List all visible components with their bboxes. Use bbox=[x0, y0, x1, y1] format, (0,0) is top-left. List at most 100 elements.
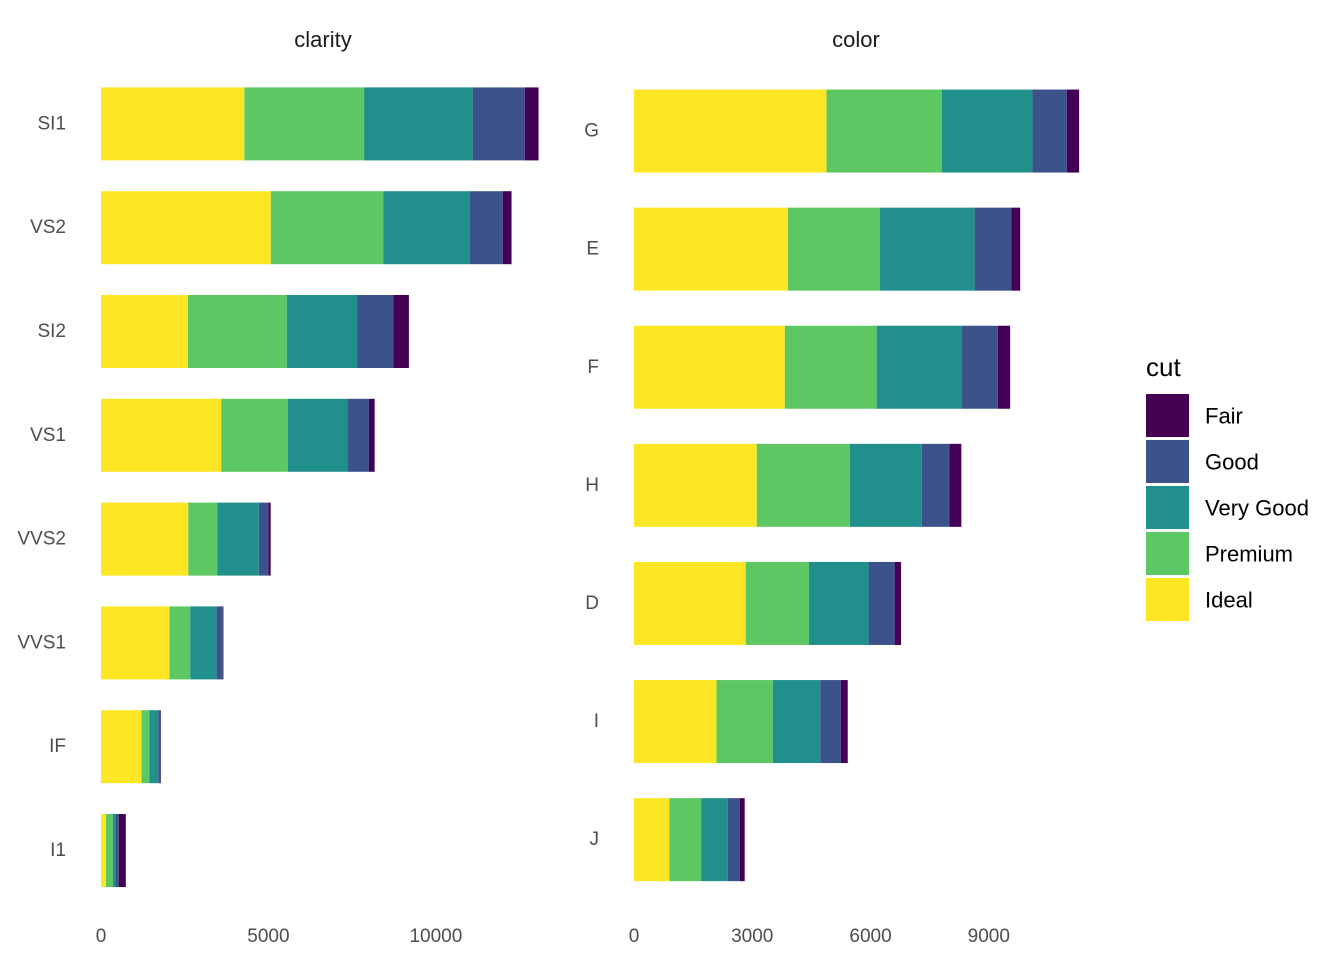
bar-color-i-good bbox=[820, 680, 841, 764]
bar-color-g-very-good bbox=[941, 89, 1033, 173]
legend-swatch-good bbox=[1146, 440, 1189, 483]
bar-clarity-vs1-ideal bbox=[101, 398, 222, 472]
bar-clarity-i1-good bbox=[115, 814, 119, 887]
bar-color-j-ideal bbox=[634, 798, 670, 882]
bar-clarity-vvs1-fair bbox=[222, 606, 224, 680]
bar-clarity-if-premium bbox=[141, 710, 150, 784]
y-tick-label-clarity-vvs2: VVS2 bbox=[17, 529, 66, 550]
y-tick-label-clarity-vs2: VS2 bbox=[30, 217, 66, 238]
y-axis-labels-color: G E F H D I J bbox=[584, 121, 599, 851]
bar-clarity-si2-premium bbox=[188, 295, 287, 368]
bar-clarity-si2-fair bbox=[393, 295, 409, 368]
bar-color-f-good bbox=[962, 325, 998, 409]
bar-clarity-si2-ideal bbox=[101, 295, 189, 368]
y-tick-label-clarity-si1: SI1 bbox=[37, 113, 66, 134]
bar-color-h-ideal bbox=[634, 443, 757, 527]
x-tick-label-color-3000: 3000 bbox=[731, 926, 773, 947]
bar-color-g-fair bbox=[1066, 89, 1080, 173]
legend-swatch-premium bbox=[1146, 532, 1189, 575]
bar-clarity-if-good bbox=[158, 710, 161, 784]
legend-swatch-fair bbox=[1146, 394, 1189, 437]
y-tick-label-color-h: H bbox=[585, 475, 599, 496]
bar-clarity-si1-good bbox=[472, 87, 525, 161]
legend-label-premium: Premium bbox=[1205, 542, 1293, 567]
y-tick-label-color-g: G bbox=[584, 121, 599, 142]
bar-color-e-fair bbox=[1011, 207, 1021, 291]
y-tick-label-color-d: D bbox=[585, 593, 599, 614]
legend: cut Fair Good Very Good Premium Ideal bbox=[1146, 352, 1309, 621]
bar-color-e-premium bbox=[787, 207, 880, 291]
bar-clarity-if-ideal bbox=[101, 710, 142, 784]
y-tick-label-clarity-vvs1: VVS1 bbox=[17, 632, 66, 653]
x-axis-labels-clarity: 0 5000 10000 bbox=[96, 926, 463, 947]
bars-color bbox=[634, 89, 1080, 882]
legend-swatch-very-good bbox=[1146, 486, 1189, 529]
bar-clarity-vs2-good bbox=[470, 191, 503, 265]
bar-clarity-vvs2-ideal bbox=[101, 502, 189, 576]
bar-color-j-premium bbox=[669, 798, 702, 882]
bar-color-i-fair bbox=[840, 680, 848, 764]
panel-clarity: clarity SI1 VS2 SI2 VS1 VVS2 VVS1 IF I1 0 5000 10… bbox=[17, 27, 539, 947]
bar-color-f-ideal bbox=[634, 325, 785, 409]
bar-color-d-ideal bbox=[634, 561, 746, 645]
y-tick-label-color-f: F bbox=[587, 357, 599, 378]
y-tick-label-clarity-i1: I1 bbox=[50, 840, 66, 861]
bar-color-i-ideal bbox=[634, 680, 717, 764]
panel-color: color G E F H D I J 0 3000 6000 9000 bbox=[584, 27, 1080, 947]
bar-color-h-good bbox=[921, 443, 950, 527]
bars-clarity bbox=[101, 87, 539, 887]
bar-color-j-fair bbox=[740, 798, 745, 882]
bar-clarity-vvs2-fair bbox=[268, 502, 271, 576]
bar-clarity-si2-good bbox=[357, 295, 394, 368]
bar-color-e-ideal bbox=[634, 207, 788, 291]
x-tick-label-clarity-5000: 5000 bbox=[247, 926, 289, 947]
bar-color-d-good bbox=[868, 561, 895, 645]
bar-color-i-very-good bbox=[772, 680, 821, 764]
bar-clarity-si1-premium bbox=[244, 87, 365, 161]
y-tick-label-clarity-if: IF bbox=[49, 736, 66, 757]
panel-title-clarity: clarity bbox=[294, 27, 351, 52]
legend-title: cut bbox=[1146, 352, 1181, 382]
legend-swatch-ideal bbox=[1146, 578, 1189, 621]
bar-color-d-very-good bbox=[808, 561, 869, 645]
bar-clarity-vs2-very-good bbox=[383, 191, 471, 265]
bar-clarity-i1-fair bbox=[118, 814, 126, 887]
y-tick-label-clarity-si2: SI2 bbox=[37, 321, 66, 342]
bar-color-g-premium bbox=[826, 89, 942, 173]
bar-clarity-vvs1-good bbox=[216, 606, 223, 680]
y-tick-label-color-e: E bbox=[586, 239, 599, 260]
bar-clarity-vs2-fair bbox=[502, 191, 512, 265]
y-tick-label-color-j: J bbox=[590, 829, 600, 850]
x-tick-label-clarity-0: 0 bbox=[96, 926, 107, 947]
legend-label-good: Good bbox=[1205, 450, 1259, 475]
bar-clarity-vs1-fair bbox=[368, 398, 375, 472]
x-tick-label-color-9000: 9000 bbox=[968, 926, 1010, 947]
bar-clarity-si1-very-good bbox=[364, 87, 473, 161]
x-tick-label-clarity-10000: 10000 bbox=[409, 926, 462, 947]
bar-clarity-vvs2-good bbox=[258, 502, 269, 576]
x-tick-label-color-6000: 6000 bbox=[849, 926, 891, 947]
bar-clarity-vs1-premium bbox=[221, 398, 288, 472]
legend-label-very-good: Very Good bbox=[1205, 496, 1309, 521]
bar-color-d-premium bbox=[745, 561, 809, 645]
bar-color-i-premium bbox=[716, 680, 773, 764]
x-axis-labels-color: 0 3000 6000 9000 bbox=[629, 926, 1010, 947]
bar-color-f-premium bbox=[784, 325, 877, 409]
bar-clarity-vvs2-very-good bbox=[217, 502, 259, 576]
y-axis-labels-clarity: SI1 VS2 SI2 VS1 VVS2 VVS1 IF I1 bbox=[17, 113, 66, 861]
bar-color-e-very-good bbox=[879, 207, 975, 291]
bar-clarity-i1-very-good bbox=[112, 814, 116, 887]
y-tick-label-clarity-vs1: VS1 bbox=[30, 425, 66, 446]
bar-color-d-fair bbox=[894, 561, 902, 645]
bar-clarity-vvs1-very-good bbox=[190, 606, 217, 680]
bar-color-g-good bbox=[1032, 89, 1067, 173]
bar-clarity-vs1-very-good bbox=[287, 398, 348, 472]
panel-title-color: color bbox=[832, 27, 880, 52]
legend-items: Fair Good Very Good Premium Ideal bbox=[1146, 394, 1309, 621]
bar-clarity-vvs2-premium bbox=[188, 502, 218, 576]
bar-color-e-good bbox=[974, 207, 1012, 291]
bar-color-h-premium bbox=[756, 443, 850, 527]
bar-clarity-vvs1-premium bbox=[169, 606, 191, 680]
bar-clarity-si1-fair bbox=[524, 87, 539, 161]
legend-label-ideal: Ideal bbox=[1205, 588, 1253, 613]
